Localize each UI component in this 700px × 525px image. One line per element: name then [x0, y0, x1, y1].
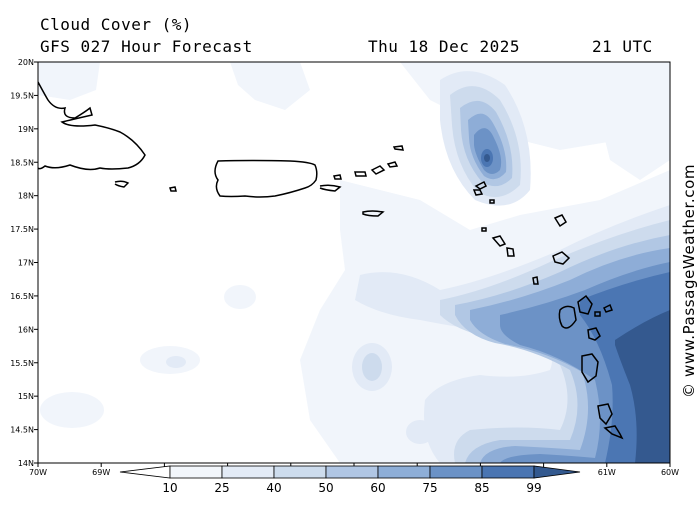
legend-level-label: 40: [266, 481, 281, 495]
dominica-island: [587, 327, 601, 341]
legend-level-label: 85: [474, 481, 489, 495]
lat-tick-label: 20N: [18, 58, 34, 67]
barbuda-island: [553, 214, 567, 228]
legend-level-label: 25: [214, 481, 229, 495]
legend-swatch: [221, 465, 275, 479]
antigua-island: [552, 251, 571, 265]
montserrat-island: [532, 276, 539, 285]
lon-tick-label: 60W: [661, 468, 679, 477]
legend-swatch: [325, 465, 379, 479]
lat-tick-label: 17N: [18, 259, 34, 268]
legend-swatch: [481, 465, 535, 479]
legend-level-label: 50: [318, 481, 333, 495]
legend-level-label: 99: [526, 481, 541, 495]
cloud-level-99: [484, 154, 670, 463]
mona-island: [169, 186, 177, 192]
lat-tick-label: 14N: [18, 459, 34, 468]
legend-swatch: [169, 465, 223, 479]
legend-swatch: [377, 465, 431, 479]
credit-watermark: © www.PassageWeather.com: [680, 164, 698, 398]
legend-swatch: [273, 465, 327, 479]
legend-arrow-high: [533, 465, 581, 479]
color-legend: 10 25 40 50 60 75 85 99: [119, 465, 581, 495]
guadeloupe-island: [558, 294, 613, 329]
martinique-island: [581, 353, 599, 384]
lat-tick-label: 18.5N: [10, 158, 34, 167]
lat-tick-label: 17.5N: [10, 225, 34, 234]
legend-level-label: 60: [370, 481, 385, 495]
forecast-date: Thu 18 Dec 2025: [368, 37, 520, 56]
st-martin-island: [472, 189, 484, 196]
st-croix-island: [362, 210, 385, 217]
lat-tick-label: 19N: [18, 125, 34, 134]
anguilla-island: [474, 180, 488, 190]
st-kitts-nevis-islands: [491, 235, 515, 257]
lon-tick-label: 61W: [598, 468, 616, 477]
coastlines: [38, 81, 624, 440]
forecast-time: 21 UTC: [592, 37, 653, 56]
lat-tick-label: 16.5N: [10, 292, 34, 301]
legend-swatch: [429, 465, 483, 479]
forecast-subtitle: GFS 027 Hour Forecast: [40, 37, 253, 56]
culebra-island: [333, 174, 342, 180]
lat-tick-label: 16N: [18, 325, 34, 334]
st-lucia-island: [597, 403, 613, 426]
saona-island: [114, 180, 130, 188]
lat-tick-label: 19.5N: [10, 91, 34, 100]
latitude-ticks: 14N 14.5N 15N 15.5N 16N 16.5N 17N 17.5N 18N 18.5N…: [10, 58, 38, 468]
lon-tick-label: 69W: [92, 468, 110, 477]
puerto-rico-coast: [214, 159, 318, 198]
legend-arrow-low: [119, 465, 171, 479]
st-barths-island: [489, 199, 495, 204]
legend-level-label: 10: [162, 481, 177, 495]
lat-tick-label: 14.5N: [10, 426, 34, 435]
map-title: Cloud Cover (%): [40, 15, 192, 34]
lon-tick-label: 70W: [29, 468, 47, 477]
saba-statia-islands: [481, 227, 487, 232]
virgin-islands: [354, 145, 404, 177]
lat-tick-label: 15.5N: [10, 359, 34, 368]
cloud-field: [38, 62, 670, 463]
vieques-island: [319, 184, 342, 192]
st-vincent-island: [603, 425, 624, 440]
legend-level-label: 75: [422, 481, 437, 495]
lat-tick-label: 18N: [18, 192, 34, 201]
lat-tick-label: 15N: [18, 392, 34, 401]
hispaniola-coast: [38, 81, 146, 171]
